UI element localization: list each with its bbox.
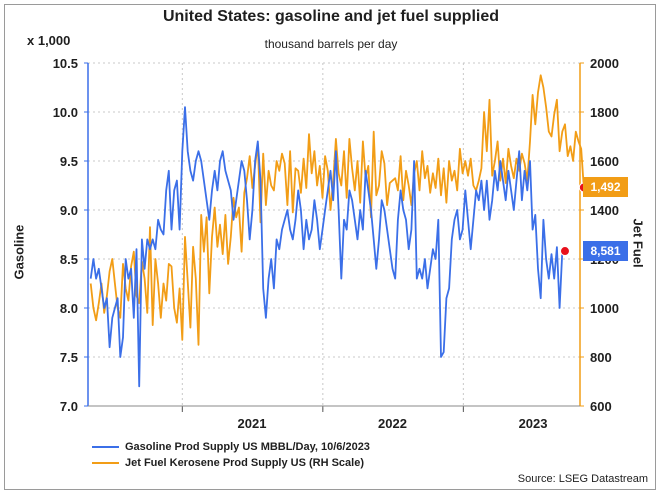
gasoline-series-line xyxy=(89,106,566,388)
left-axis-tick-label: 7.5 xyxy=(60,350,78,365)
plot-area xyxy=(88,63,580,406)
jet-fuel-last-value-badge: 1,492 xyxy=(583,177,628,198)
legend: Gasoline Prod Supply US MBBL/Day, 10/6/2… xyxy=(92,439,370,471)
x-axis-tick-label: 2022 xyxy=(378,416,407,431)
legend-swatch-gasoline xyxy=(92,446,119,448)
chart-title: United States: gasoline and jet fuel sup… xyxy=(162,8,500,25)
right-axis-tick-label: 1600 xyxy=(590,154,619,169)
source-note: Source: LSEG Datastream xyxy=(517,473,648,485)
left-axis-tick-label: 8.0 xyxy=(60,301,78,316)
legend-label-gasoline: Gasoline Prod Supply US MBBL/Day, 10/6/2… xyxy=(125,441,370,453)
right-axis-tick-label: 2000 xyxy=(590,56,619,71)
legend-label-jet-fuel: Jet Fuel Kerosene Prod Supply US (RH Sca… xyxy=(125,457,365,469)
left-axis-tick-label: 10.0 xyxy=(53,105,78,120)
right-axis-tick-label: 600 xyxy=(590,399,612,414)
chart-subtitle: thousand barrels per day xyxy=(264,37,398,51)
legend-swatch-jet-fuel xyxy=(92,462,119,464)
left-axis-tick-label: 9.0 xyxy=(60,203,78,218)
gasoline-last-value-badge: 8,581 xyxy=(583,241,628,262)
x-axis-tick-label: 2021 xyxy=(238,416,267,431)
left-axis-tick-label: 7.0 xyxy=(60,399,78,414)
right-axis-tick-label: 1400 xyxy=(590,203,619,218)
right-axis-tick-label: 800 xyxy=(590,350,612,365)
gasoline-series-line-last-point xyxy=(559,246,570,257)
right-axis-tick-label: 1000 xyxy=(590,301,619,316)
x-axis-tick-label: 2023 xyxy=(519,416,548,431)
legend-item-gasoline: Gasoline Prod Supply US MBBL/Day, 10/6/2… xyxy=(92,439,370,455)
left-axis-tick-label: 10.5 xyxy=(53,56,78,71)
legend-item-jet-fuel: Jet Fuel Kerosene Prod Supply US (RH Sca… xyxy=(92,455,370,471)
left-axis-multiplier: x 1,000 xyxy=(27,33,71,48)
left-axis-tick-label: 8.5 xyxy=(60,252,78,267)
right-axis-tick-label: 1800 xyxy=(590,105,619,120)
left-axis-tick-label: 9.5 xyxy=(60,154,78,169)
